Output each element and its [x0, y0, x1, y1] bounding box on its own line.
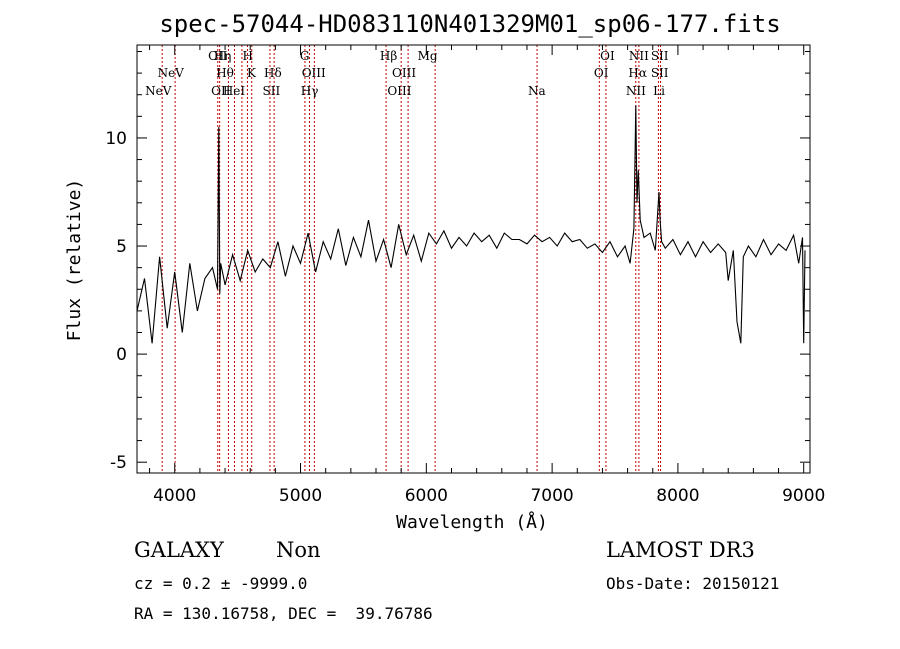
emission-line-label: Hη — [214, 49, 232, 63]
x-tick-label: 6000 — [405, 486, 448, 506]
emission-line-label: OI — [600, 49, 615, 63]
emission-line-label: SII — [651, 66, 669, 80]
y-axis-ticks: -5 0 5 10 — [105, 50, 810, 473]
chart-title: spec-57044-HD083110N401329M01_sp06-177.f… — [159, 10, 780, 38]
y-tick-label: 5 — [116, 237, 127, 257]
emission-line-label: Hα — [628, 66, 647, 80]
emission-line-label: Hβ — [380, 49, 397, 63]
emission-line-label: Hθ — [216, 66, 234, 80]
emission-line-label: NII — [629, 49, 649, 63]
x-axis-ticks: 4000 5000 6000 7000 8000 9000 — [149, 45, 825, 506]
emission-line-label: NeV — [145, 84, 172, 98]
x-tick-label: 4000 — [153, 486, 196, 506]
emission-line-label: H — [242, 49, 252, 63]
emission-line-label: NeV — [158, 66, 185, 80]
emission-line-markers — [161, 45, 662, 473]
coordinates: RA = 130.16758, DEC = 39.76786 — [134, 604, 433, 623]
emission-line-label: OIII — [392, 66, 416, 80]
x-tick-label: 5000 — [279, 486, 322, 506]
survey-name: LAMOST DR3 — [606, 538, 755, 562]
spectrum-chart: spec-57044-HD083110N401329M01_sp06-177.f… — [64, 10, 825, 533]
emission-line-label: G — [300, 49, 310, 63]
emission-line-label: Li — [653, 84, 665, 98]
redshift-cz: cz = 0.2 ± -9999.0 — [134, 574, 308, 593]
obs-date: Obs-Date: 20150121 — [606, 574, 780, 593]
emission-line-label: Hγ — [301, 84, 319, 98]
emission-line-label: OIII — [302, 66, 326, 80]
y-tick-label: -5 — [110, 453, 127, 473]
emission-line-label: OII — [211, 84, 231, 98]
x-tick-label: 7000 — [530, 486, 573, 506]
emission-line-label: OIII — [387, 84, 411, 98]
emission-line-label: OII — [208, 49, 228, 63]
object-class: GALAXY — [134, 538, 224, 562]
emission-line-label: SII — [651, 49, 669, 63]
emission-line-label: K — [247, 66, 257, 80]
y-axis-label: Flux (relative) — [64, 179, 85, 342]
x-axis-label: Wavelength (Å) — [396, 511, 548, 533]
emission-line-label: HeI — [223, 84, 246, 98]
x-tick-label: 9000 — [782, 486, 825, 506]
emission-line-label: Mg — [418, 49, 438, 63]
plot-frame — [136, 44, 811, 474]
emission-line-label: Na — [528, 84, 546, 98]
emission-line-label: Hδ — [264, 66, 282, 80]
emission-line-label: OI — [594, 66, 609, 80]
emission-line-label: SII — [262, 84, 280, 98]
emission-line-label: NII — [626, 84, 646, 98]
object-subclass: Non — [276, 538, 321, 562]
x-tick-label: 8000 — [656, 486, 699, 506]
y-tick-label: 0 — [116, 345, 127, 365]
y-tick-label: 10 — [105, 129, 127, 149]
spectrum-line — [136, 105, 806, 344]
